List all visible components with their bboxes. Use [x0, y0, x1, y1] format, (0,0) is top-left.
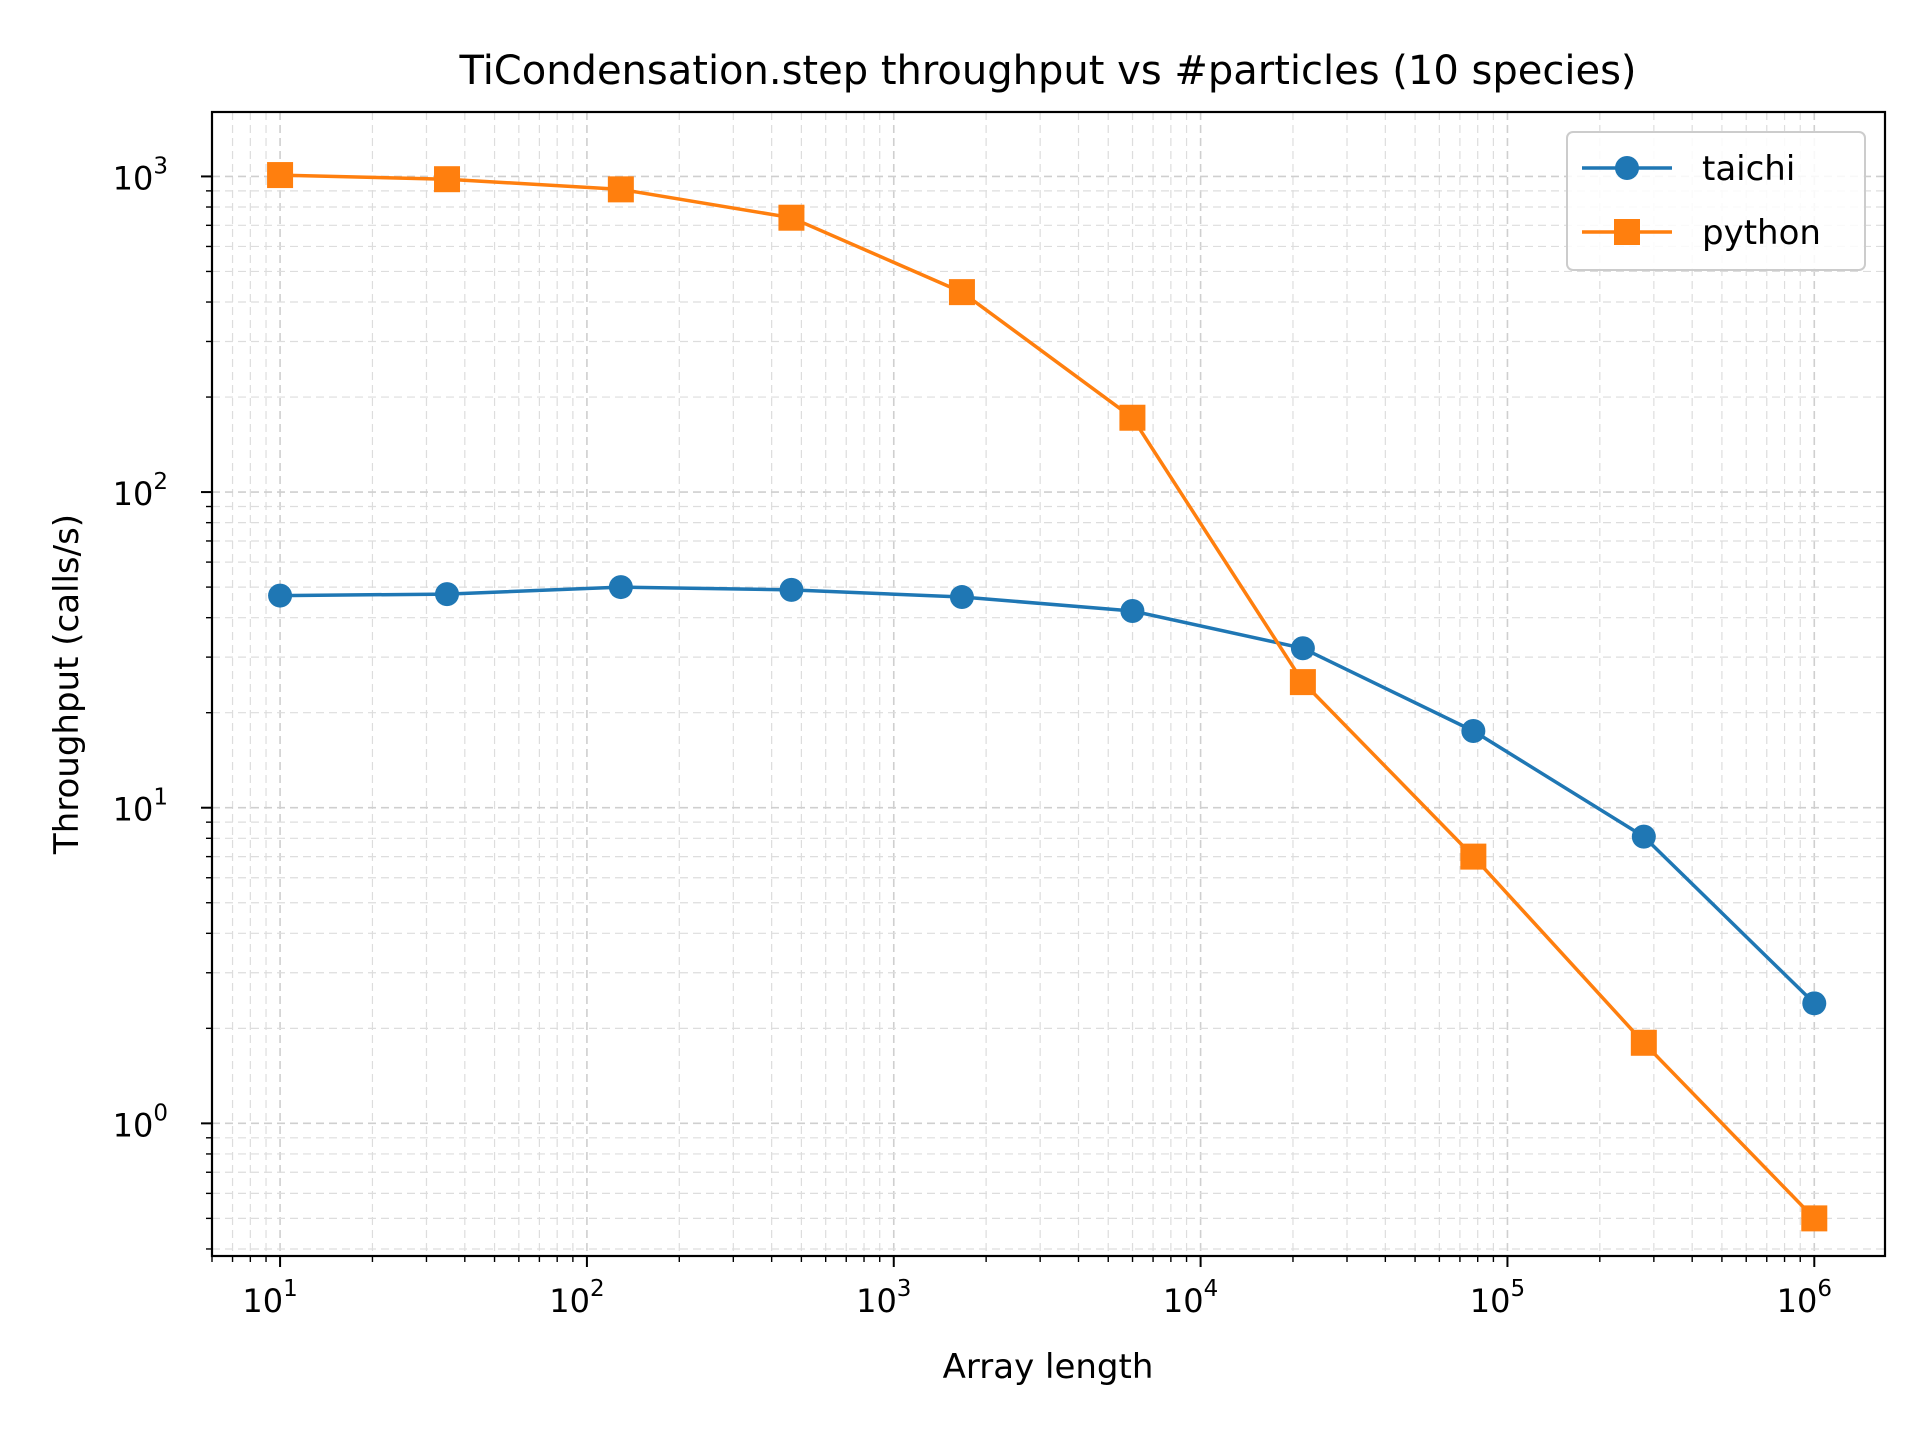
x-tick-label: 104 — [1163, 1276, 1218, 1320]
data-point-taichi — [1631, 824, 1656, 849]
data-point-taichi — [1290, 636, 1315, 661]
legend-label-python: python — [1702, 213, 1821, 253]
series-python — [267, 162, 1828, 1232]
data-point-taichi — [608, 575, 633, 600]
legend-marker-taichi — [1615, 156, 1639, 180]
legend-marker-python — [1614, 219, 1640, 245]
data-point-taichi — [1461, 719, 1486, 744]
data-point-python — [1801, 1205, 1828, 1232]
x-tick-label: 102 — [549, 1276, 604, 1320]
plot-frame — [210, 110, 1887, 1258]
series-line-python — [280, 173, 1816, 1220]
data-point-python — [1289, 669, 1316, 696]
data-point-taichi — [1120, 598, 1145, 623]
y-axis-label: Throughput (calls/s) — [47, 514, 87, 855]
x-axis-label: Array length — [943, 1347, 1154, 1387]
data-point-taichi — [779, 577, 804, 602]
data-point-python — [778, 204, 805, 231]
chart-title: TiCondensation.step throughput vs #parti… — [458, 48, 1636, 94]
data-point-taichi — [949, 585, 974, 610]
data-point-python — [948, 279, 975, 306]
data-point-python — [1460, 843, 1487, 870]
data-point-python — [1630, 1029, 1657, 1056]
series-line-taichi — [280, 585, 1816, 1005]
y-tick-label: 101 — [113, 785, 168, 829]
data-point-taichi — [268, 583, 293, 608]
data-point-python — [434, 166, 461, 193]
x-tick-label: 103 — [856, 1276, 911, 1320]
grid-lines — [211, 112, 1885, 1256]
data-point-taichi — [435, 582, 460, 607]
legend-label-taichi: taichi — [1702, 149, 1795, 189]
data-point-python — [607, 176, 634, 203]
data-point-python — [267, 162, 294, 189]
data-point-taichi — [1802, 991, 1827, 1016]
series-layer — [267, 162, 1828, 1232]
legend: taichi python — [1566, 131, 1866, 271]
data-point-python — [1119, 404, 1146, 431]
series-taichi — [268, 575, 1827, 1016]
